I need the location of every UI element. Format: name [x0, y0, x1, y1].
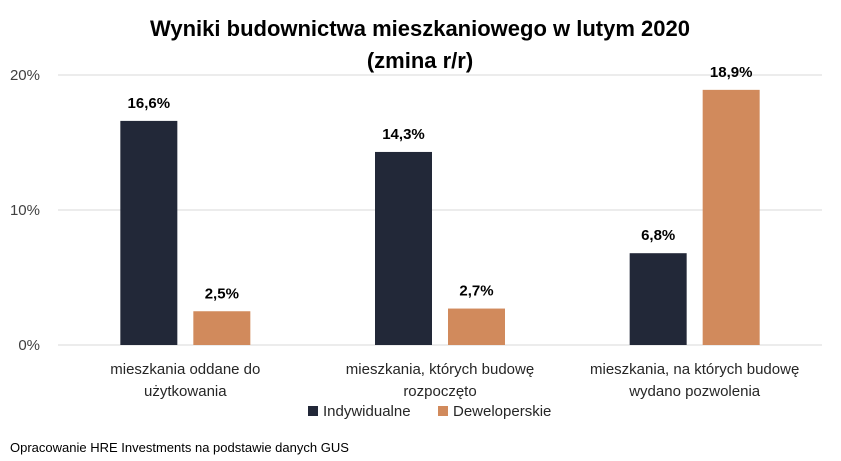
category-label: mieszkania oddane do	[110, 361, 260, 378]
legend-label: Deweloperskie	[453, 403, 551, 420]
source-note: Opracowanie HRE Investments na podstawie…	[10, 440, 349, 455]
category-label: mieszkania, których budowę	[346, 361, 534, 378]
legend: Indywidualne Deweloperskie	[308, 403, 551, 420]
data-label: 6,8%	[641, 227, 675, 244]
data-label: 18,9%	[710, 64, 753, 81]
legend-label: Indywidualne	[323, 403, 411, 420]
bar-indywidualne-2	[629, 253, 687, 345]
category-label: rozpoczęto	[403, 383, 476, 400]
y-tick-label: 10%	[10, 202, 40, 219]
bar-deweloperskie-2	[702, 89, 760, 345]
bar-deweloperskie-1	[448, 308, 505, 345]
category-label: wydano pozwolenia	[628, 383, 761, 400]
data-label: 14,3%	[382, 126, 425, 143]
legend-swatch-deweloperskie	[438, 406, 448, 416]
category-labels: mieszkania oddane do użytkowania mieszkani…	[110, 361, 799, 400]
chart-title-line: Wyniki budownictwa mieszkaniowego w luty…	[150, 16, 690, 41]
data-label: 16,6%	[128, 95, 171, 112]
bar-deweloperskie-0	[193, 311, 251, 345]
category-label: użytkowania	[144, 383, 227, 400]
gridlines	[58, 74, 822, 346]
y-tick-label: 0%	[18, 337, 40, 354]
y-axis-ticks: 0% 10% 20%	[10, 67, 40, 354]
data-label: 2,5%	[205, 285, 239, 302]
y-tick-label: 20%	[10, 67, 40, 84]
bar-indywidualne-1	[375, 151, 432, 345]
data-labels: 16,6% 2,5% 14,3% 2,7% 6,8% 18,9%	[128, 64, 753, 302]
chart-title-line: (zmina r/r)	[367, 48, 473, 73]
chart-title: Wyniki budownictwa mieszkaniowego w luty…	[150, 16, 690, 73]
bar-indywidualne-0	[120, 120, 178, 346]
data-label: 2,7%	[459, 283, 493, 300]
bars	[120, 89, 760, 346]
category-label: mieszkania, na których budowę	[590, 361, 799, 378]
legend-swatch-indywidualne	[308, 406, 318, 416]
